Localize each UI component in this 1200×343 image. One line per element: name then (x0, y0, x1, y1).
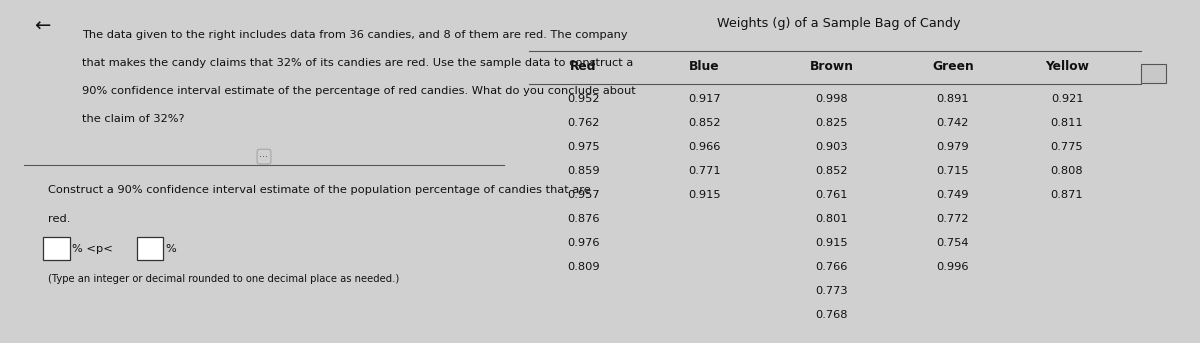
Text: 0.808: 0.808 (1051, 166, 1084, 176)
FancyBboxPatch shape (1141, 64, 1166, 83)
Text: 90% confidence interval estimate of the percentage of red candies. What do you c: 90% confidence interval estimate of the … (82, 86, 635, 96)
Text: Yellow: Yellow (1045, 60, 1090, 73)
Text: 0.859: 0.859 (566, 166, 600, 176)
Text: 0.979: 0.979 (936, 142, 970, 152)
Text: %: % (166, 244, 176, 254)
Text: 0.768: 0.768 (816, 310, 848, 320)
Text: 0.876: 0.876 (566, 214, 600, 224)
Text: 0.952: 0.952 (566, 94, 600, 104)
Text: 0.773: 0.773 (816, 286, 848, 296)
Text: the claim of 32%?: the claim of 32%? (82, 114, 184, 124)
Text: 0.749: 0.749 (936, 190, 970, 200)
Text: The data given to the right includes data from 36 candies, and 8 of them are red: The data given to the right includes dat… (82, 30, 628, 40)
Text: Green: Green (932, 60, 973, 73)
Text: that makes the candy claims that 32% of its candies are red. Use the sample data: that makes the candy claims that 32% of … (82, 58, 632, 68)
Text: 0.966: 0.966 (688, 142, 720, 152)
Text: 0.852: 0.852 (816, 166, 848, 176)
Text: 0.754: 0.754 (936, 238, 970, 248)
Text: 0.742: 0.742 (937, 118, 968, 128)
Text: 0.957: 0.957 (566, 190, 600, 200)
Text: 0.811: 0.811 (1051, 118, 1084, 128)
Text: 0.715: 0.715 (936, 166, 970, 176)
Text: 0.809: 0.809 (566, 262, 600, 272)
FancyBboxPatch shape (43, 237, 70, 260)
FancyBboxPatch shape (137, 237, 163, 260)
Text: 0.921: 0.921 (1051, 94, 1084, 104)
Text: Red: Red (570, 60, 596, 73)
Text: 0.996: 0.996 (936, 262, 970, 272)
Text: 0.766: 0.766 (816, 262, 848, 272)
Text: 0.761: 0.761 (816, 190, 848, 200)
Text: 0.917: 0.917 (688, 94, 720, 104)
Text: 0.775: 0.775 (1051, 142, 1084, 152)
Text: 0.801: 0.801 (816, 214, 848, 224)
Text: 0.762: 0.762 (568, 118, 599, 128)
Text: 0.976: 0.976 (566, 238, 600, 248)
Text: Weights (g) of a Sample Bag of Candy: Weights (g) of a Sample Bag of Candy (716, 17, 960, 30)
Text: 0.975: 0.975 (566, 142, 600, 152)
Text: 0.903: 0.903 (816, 142, 848, 152)
Text: 0.852: 0.852 (688, 118, 720, 128)
Text: 0.825: 0.825 (816, 118, 848, 128)
Text: ···: ··· (259, 152, 269, 162)
Text: Brown: Brown (810, 60, 854, 73)
Text: 0.915: 0.915 (816, 238, 848, 248)
Text: 0.772: 0.772 (936, 214, 970, 224)
Text: 0.915: 0.915 (688, 190, 720, 200)
Text: (Type an integer or decimal rounded to one decimal place as needed.): (Type an integer or decimal rounded to o… (48, 274, 400, 284)
Text: 0.771: 0.771 (688, 166, 720, 176)
Text: 0.891: 0.891 (936, 94, 970, 104)
Text: % <p<: % <p< (72, 244, 113, 254)
Text: red.: red. (48, 214, 71, 224)
Text: Blue: Blue (689, 60, 720, 73)
Text: ←: ← (34, 17, 50, 36)
Text: 0.998: 0.998 (816, 94, 848, 104)
Text: Construct a 90% confidence interval estimate of the population percentage of can: Construct a 90% confidence interval esti… (48, 185, 590, 195)
Text: 0.871: 0.871 (1051, 190, 1084, 200)
